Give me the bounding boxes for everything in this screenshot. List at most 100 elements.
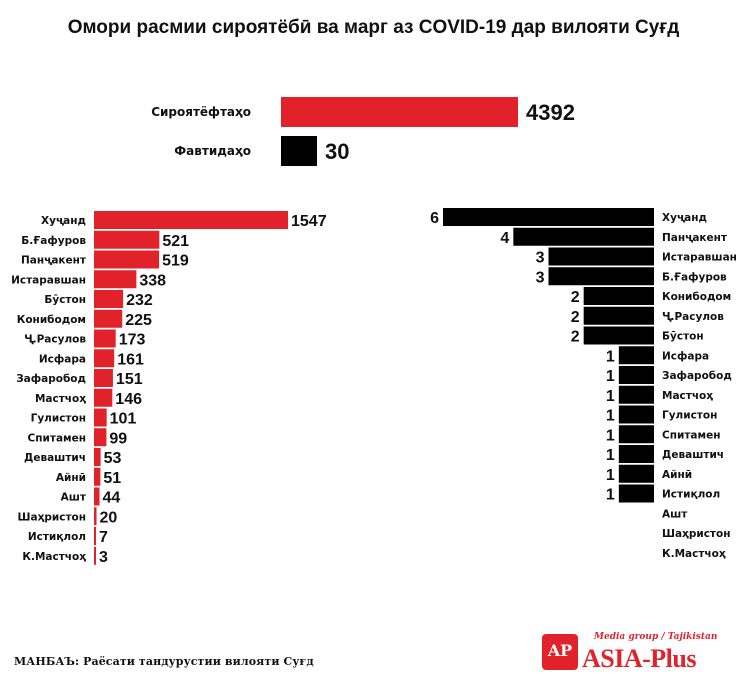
- total-label: Сироятёфтаҳо: [151, 105, 251, 119]
- infected-bar: [94, 290, 124, 308]
- infected-value: 53: [104, 450, 122, 467]
- death-bar: [618, 346, 654, 365]
- district-label-infected: Панҷакент: [21, 255, 87, 267]
- death-bar: [618, 445, 654, 463]
- death-value: 3: [536, 269, 545, 286]
- district-label-infected: Конибодом: [17, 314, 86, 326]
- district-label-infected: Айнӣ: [56, 472, 86, 484]
- infected-bar: [94, 507, 97, 526]
- death-bar: [618, 484, 654, 503]
- infected-value: 1547: [291, 213, 327, 230]
- infected-value: 20: [100, 509, 118, 526]
- district-label-deaths: Бӯстон: [662, 331, 704, 343]
- district-label-deaths: Конибодом: [662, 291, 731, 303]
- infected-bar: [94, 546, 96, 565]
- district-label-infected: Шаҳристон: [18, 511, 86, 523]
- district-label-infected: Ашт: [61, 492, 87, 504]
- district-label-infected: Бӯстон: [44, 294, 86, 306]
- total-value: 30: [325, 139, 349, 164]
- district-label-infected: Истиқлол: [28, 531, 86, 543]
- death-value: 6: [430, 210, 439, 227]
- infected-value: 146: [115, 391, 142, 408]
- death-bar: [548, 267, 654, 286]
- infected-bar: [94, 487, 100, 506]
- infected-bar: [94, 408, 107, 427]
- death-value: 1: [606, 388, 615, 405]
- infected-bar: [94, 388, 113, 407]
- total-bar: [281, 136, 317, 166]
- district-label-infected: Мастчоҳ: [35, 393, 86, 405]
- infected-value: 519: [162, 253, 189, 270]
- district-label-deaths: К.Мастчоҳ: [662, 548, 726, 560]
- death-value: 1: [606, 447, 615, 464]
- infected-value: 101: [110, 411, 137, 428]
- district-label-deaths: Хуҷанд: [662, 212, 707, 224]
- district-label-deaths: Ҷ.Расулов: [662, 311, 724, 323]
- infected-value: 7: [99, 529, 108, 546]
- district-label-deaths: Исфара: [662, 350, 709, 362]
- district-label-deaths: Зафаробод: [662, 370, 732, 382]
- district-label-deaths: Мастчоҳ: [662, 390, 713, 402]
- logo-name: ASIA-Plus: [582, 644, 696, 673]
- death-value: 1: [606, 408, 615, 425]
- death-bar: [443, 208, 654, 226]
- infected-bar: [94, 349, 115, 368]
- death-value: 1: [606, 427, 615, 444]
- logo-mark-text: AP: [547, 641, 573, 660]
- death-value: 1: [606, 348, 615, 365]
- infected-bar: [94, 428, 107, 447]
- death-value: 1: [606, 487, 615, 504]
- death-value: 2: [571, 289, 580, 306]
- death-value: 3: [536, 250, 545, 267]
- death-value: 1: [606, 368, 615, 385]
- infected-value: 338: [139, 272, 166, 289]
- district-label-infected: Ҷ.Расулов: [24, 334, 86, 346]
- logo-tagline: Media group / Tajikistan: [594, 632, 718, 642]
- district-label-deaths: Б.Ғафуров: [662, 271, 727, 283]
- district-label-deaths: Гулистон: [662, 410, 717, 422]
- district-label-infected: Спитамен: [28, 432, 86, 444]
- infected-bar: [94, 230, 160, 249]
- infected-value: 51: [103, 470, 121, 487]
- death-bar: [548, 247, 654, 266]
- infected-bar: [94, 467, 101, 486]
- infected-bar: [94, 270, 137, 289]
- total-label: Фавтидаҳо: [174, 144, 251, 158]
- infected-value: 173: [119, 332, 146, 349]
- infected-value: 225: [125, 312, 152, 329]
- infected-value: 151: [116, 371, 143, 388]
- death-bar: [618, 425, 654, 444]
- infected-value: 232: [126, 292, 153, 309]
- death-value: 4: [500, 230, 509, 247]
- death-value: 2: [571, 309, 580, 326]
- district-label-infected: К.Мастчоҳ: [22, 551, 86, 563]
- district-label-deaths: Ашт: [662, 508, 688, 520]
- district-label-infected: Хуҷанд: [41, 215, 86, 227]
- death-bar: [618, 405, 654, 424]
- infected-bar: [94, 309, 123, 328]
- death-bar: [618, 366, 654, 384]
- district-label-deaths: Истаравшан: [662, 252, 737, 264]
- infected-value: 161: [117, 351, 144, 368]
- death-value: 2: [571, 329, 580, 346]
- infected-value: 99: [109, 430, 127, 447]
- district-label-infected: Гулистон: [31, 413, 86, 425]
- district-label-deaths: Шаҳристон: [662, 528, 730, 540]
- infected-bar: [94, 369, 113, 387]
- district-label-deaths: Деваштич: [662, 449, 724, 461]
- death-bar: [513, 227, 654, 246]
- district-label-infected: Б.Ғафуров: [21, 235, 86, 247]
- total-value: 4392: [526, 100, 575, 125]
- district-label-deaths: Айнӣ: [662, 469, 692, 481]
- death-bar: [583, 326, 654, 345]
- death-bar: [618, 464, 654, 483]
- logo-mark-icon: AP: [542, 634, 578, 670]
- death-bar: [618, 385, 654, 404]
- district-label-infected: Истаравшан: [11, 274, 86, 286]
- total-bar: [281, 97, 518, 127]
- district-label-infected: Деваштич: [24, 452, 86, 464]
- infected-value: 3: [99, 549, 108, 566]
- infected-bar: [94, 250, 160, 269]
- death-value: 1: [606, 467, 615, 484]
